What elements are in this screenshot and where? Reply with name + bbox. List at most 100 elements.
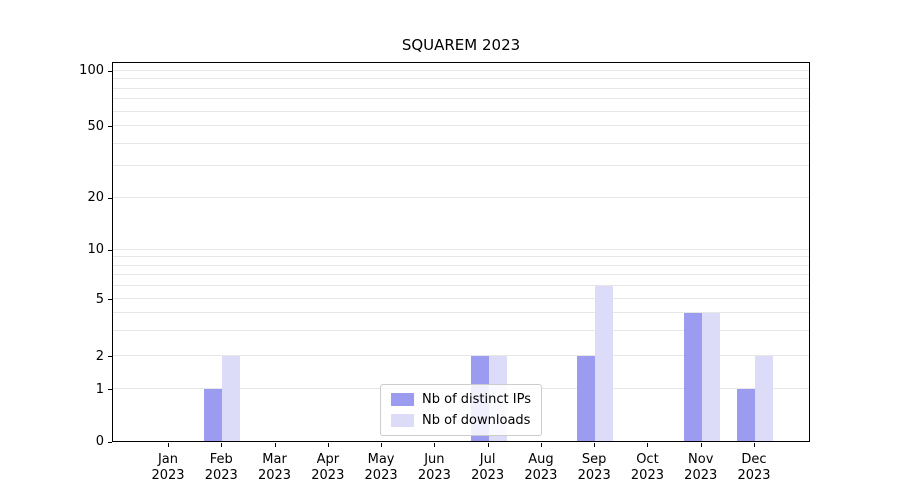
x-tick-label-nov: Nov 2023	[669, 452, 733, 484]
gridline-4	[113, 312, 809, 314]
x-tick-month: Mar	[262, 452, 287, 467]
x-tick-year: 2023	[311, 468, 345, 483]
x-tick-month: Nov	[688, 452, 714, 467]
x-tick-mark-dec	[754, 443, 755, 447]
legend-label-downloads: Nb of downloads	[422, 413, 531, 428]
x-tick-month: Oct	[636, 452, 659, 467]
x-tick-year: 2023	[417, 468, 451, 483]
x-tick-mark-may	[381, 443, 383, 447]
x-tick-label-mar: Mar 2023	[243, 452, 307, 484]
x-tick-month: May	[367, 452, 395, 467]
x-tick-label-jun: Jun 2023	[402, 452, 466, 484]
x-tick-year: 2023	[151, 468, 185, 483]
x-tick-month: Sep	[581, 452, 607, 467]
bar-distinct-ips-feb	[204, 388, 223, 441]
y-tick-mark-1	[108, 389, 112, 391]
x-tick-label-aug: Aug 2023	[509, 452, 573, 484]
gridline-50	[113, 125, 809, 127]
x-tick-month: Feb	[209, 452, 233, 467]
x-tick-year: 2023	[364, 468, 398, 483]
gridline-80	[113, 87, 809, 89]
bar-downloads-feb	[222, 355, 241, 441]
gridline-2	[113, 355, 809, 357]
y-tick-label-10: 10	[87, 242, 104, 258]
x-tick-mark-nov	[700, 443, 702, 447]
x-tick-mark-jan	[168, 443, 169, 447]
bar-downloads-nov	[701, 312, 720, 441]
x-tick-year: 2023	[630, 468, 664, 483]
gridline-6	[113, 285, 809, 287]
y-tick-label-1: 1	[95, 381, 104, 397]
bar-distinct-ips-sep	[577, 355, 596, 441]
x-tick-year: 2023	[471, 468, 505, 483]
x-tick-label-apr: Apr 2023	[296, 452, 360, 484]
gridline-8	[113, 264, 809, 266]
y-tick-label-0: 0	[95, 434, 104, 449]
y-tick-label-50: 50	[87, 118, 104, 134]
gridline-90	[113, 78, 809, 80]
gridline-3	[113, 330, 809, 332]
x-tick-mark-mar	[274, 443, 276, 447]
x-tick-year: 2023	[257, 468, 292, 483]
gridline-70	[113, 98, 809, 100]
x-tick-label-sep: Sep 2023	[562, 452, 626, 484]
y-tick-mark-2	[108, 356, 112, 358]
x-tick-month: Dec	[741, 452, 767, 467]
gridline-100	[113, 69, 809, 71]
x-tick-label-jan: Jan 2023	[136, 452, 200, 484]
legend-swatch-distinct-ips	[391, 393, 415, 406]
gridline-20	[113, 196, 809, 198]
legend-item-distinct-ips: Nb of distinct IPs	[391, 392, 531, 407]
y-tick-label-2: 2	[95, 348, 104, 364]
x-tick-mark-feb	[221, 443, 223, 447]
y-tick-label-5: 5	[95, 291, 104, 307]
y-tick-mark-100	[108, 70, 112, 72]
x-tick-label-may: May 2023	[349, 452, 413, 484]
x-tick-mark-sep	[594, 443, 596, 447]
x-tick-month: Aug	[528, 452, 554, 467]
y-tick-mark-10	[108, 249, 112, 251]
bar-distinct-ips-dec	[737, 388, 755, 441]
gridline-40	[113, 142, 809, 144]
legend-label-distinct-ips: Nb of distinct IPs	[422, 392, 531, 407]
bar-distinct-ips-nov	[683, 312, 702, 441]
x-tick-label-feb: Feb 2023	[189, 452, 253, 484]
chart-title: SQUAREM 2023	[401, 36, 521, 54]
x-tick-label-oct: Oct 2023	[615, 452, 679, 484]
gridline-5	[113, 298, 809, 300]
bar-downloads-sep	[595, 285, 614, 441]
x-tick-month: Jun	[424, 452, 445, 467]
x-tick-year: 2023	[737, 468, 771, 483]
x-tick-label-jul: Jul 2023	[456, 452, 520, 484]
plot-area: Nb of distinct IPs Nb of downloads	[112, 62, 810, 442]
x-tick-year: 2023	[684, 468, 718, 483]
x-tick-month: Apr	[316, 452, 340, 467]
y-tick-mark-50	[108, 126, 112, 128]
gridline-9	[113, 256, 809, 258]
x-tick-mark-jul	[487, 443, 489, 447]
x-tick-year: 2023	[577, 468, 611, 483]
x-tick-mark-jun	[434, 443, 436, 447]
y-tick-label-100: 100	[79, 63, 104, 79]
gridline-10	[113, 248, 809, 250]
legend-item-downloads: Nb of downloads	[391, 413, 531, 428]
bar-downloads-dec	[755, 355, 773, 441]
x-tick-month: Jan	[157, 452, 179, 467]
y-tick-mark-20	[108, 197, 112, 199]
x-tick-label-dec: Dec 2023	[722, 452, 786, 484]
y-tick-mark-5	[108, 299, 112, 301]
legend: Nb of distinct IPs Nb of downloads	[380, 384, 542, 436]
x-tick-year: 2023	[524, 468, 558, 483]
x-tick-mark-apr	[327, 443, 329, 447]
x-tick-mark-aug	[540, 443, 542, 447]
gridline-60	[113, 110, 809, 112]
gridline-7	[113, 274, 809, 276]
y-tick-label-20: 20	[87, 190, 104, 206]
x-tick-mark-oct	[647, 443, 649, 447]
x-tick-year: 2023	[204, 468, 238, 483]
x-tick-month: Jul	[479, 452, 496, 467]
legend-swatch-downloads	[391, 414, 415, 427]
y-tick-mark-0	[108, 441, 112, 443]
gridline-30	[113, 165, 809, 167]
